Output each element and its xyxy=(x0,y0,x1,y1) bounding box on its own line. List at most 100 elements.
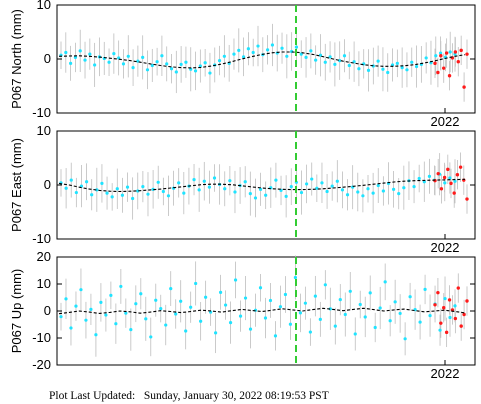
up-point xyxy=(398,311,402,316)
up-point xyxy=(363,315,367,319)
up-point xyxy=(94,333,98,337)
north-point xyxy=(395,61,399,65)
north-point xyxy=(83,58,87,62)
up-point xyxy=(169,286,173,291)
east-point xyxy=(90,193,94,197)
up-point xyxy=(139,292,143,296)
up-recent-point xyxy=(465,299,469,303)
up-point xyxy=(348,289,352,293)
north-point xyxy=(160,54,164,58)
north-ytick-label: 0 xyxy=(44,51,51,66)
north-point xyxy=(145,68,150,72)
up-y-axis-title: P067 Up (mm) xyxy=(9,269,24,354)
up-point xyxy=(199,319,203,323)
east-point xyxy=(391,187,396,191)
north-point xyxy=(189,67,193,71)
north-recent-point xyxy=(436,70,440,75)
north-recent-point xyxy=(465,52,469,56)
east-point xyxy=(310,177,314,181)
up-point xyxy=(308,330,312,334)
north-point xyxy=(448,50,452,54)
north-ytick-label: 10 xyxy=(37,0,51,12)
north-point xyxy=(208,71,212,75)
up-recent-point xyxy=(439,321,443,325)
north-point xyxy=(266,48,270,52)
north-recent-point xyxy=(456,60,460,64)
north-recent-point xyxy=(447,74,452,78)
east-point xyxy=(299,190,304,195)
east-point xyxy=(84,180,89,184)
north-point xyxy=(203,61,207,65)
east-point xyxy=(427,174,432,178)
up-point xyxy=(288,322,293,326)
north-point xyxy=(251,50,255,55)
east-point xyxy=(74,190,78,195)
east-point xyxy=(305,182,309,186)
north-point xyxy=(366,68,371,72)
up-recent-point xyxy=(453,316,458,321)
east-point xyxy=(402,186,406,190)
up-point xyxy=(218,290,223,294)
north-recent-point xyxy=(462,85,466,89)
up-point xyxy=(104,313,108,317)
up-point xyxy=(243,296,248,300)
east-error-bars xyxy=(60,152,468,220)
up-recent-point xyxy=(433,303,437,307)
north-point xyxy=(390,63,395,67)
east-point xyxy=(105,191,109,195)
up-point xyxy=(179,299,183,303)
up-point xyxy=(298,311,302,315)
north-point xyxy=(165,62,169,66)
north-y-axis-title: P067 North (mm) xyxy=(9,9,24,109)
east-point xyxy=(131,196,135,201)
up-panel: -20 -10 0 10 20 2022 P067 Up (mm) xyxy=(9,249,476,381)
east-ytick-label: -10 xyxy=(32,231,51,246)
east-panel: -10 0 10 2022 P067 East (mm) xyxy=(9,123,476,255)
up-data-points xyxy=(59,275,469,341)
north-point xyxy=(434,54,438,58)
north-point xyxy=(280,46,284,50)
north-point xyxy=(217,59,222,63)
east-point xyxy=(320,181,324,185)
north-point xyxy=(414,64,419,69)
north-point xyxy=(328,55,332,59)
east-data-points xyxy=(59,165,469,201)
up-point xyxy=(89,307,93,311)
north-point xyxy=(438,51,443,55)
north-point xyxy=(69,61,73,65)
up-point xyxy=(443,296,447,301)
up-point xyxy=(174,312,178,316)
up-point xyxy=(388,319,392,323)
east-point xyxy=(69,178,73,182)
north-point xyxy=(121,62,126,66)
north-point xyxy=(198,64,202,68)
up-point xyxy=(438,328,442,332)
north-point xyxy=(112,52,116,56)
up-point xyxy=(204,295,208,299)
east-point xyxy=(248,192,252,196)
up-ytick-label: 20 xyxy=(37,249,51,264)
plot-updated-footer: Plot Last Updated: Sunday, January 30, 2… xyxy=(49,390,329,402)
north-point xyxy=(64,50,68,55)
east-point xyxy=(100,181,104,185)
up-recent-point xyxy=(444,330,449,335)
east-point xyxy=(397,192,401,196)
north-point xyxy=(424,56,428,60)
north-point xyxy=(256,44,260,48)
east-point xyxy=(315,186,319,190)
up-point xyxy=(313,294,317,298)
north-point xyxy=(285,54,289,58)
east-recent-point xyxy=(449,181,453,186)
up-point xyxy=(159,306,163,311)
up-point xyxy=(273,334,278,338)
east-year-label: 2022 xyxy=(431,240,460,255)
east-point xyxy=(166,194,171,198)
north-point xyxy=(386,70,390,75)
east-recent-point xyxy=(442,175,447,180)
up-point xyxy=(378,306,382,310)
north-recent-point xyxy=(459,48,463,53)
east-point xyxy=(371,191,375,195)
east-recent-point xyxy=(436,171,440,176)
east-point xyxy=(325,189,329,194)
up-point xyxy=(154,298,158,302)
